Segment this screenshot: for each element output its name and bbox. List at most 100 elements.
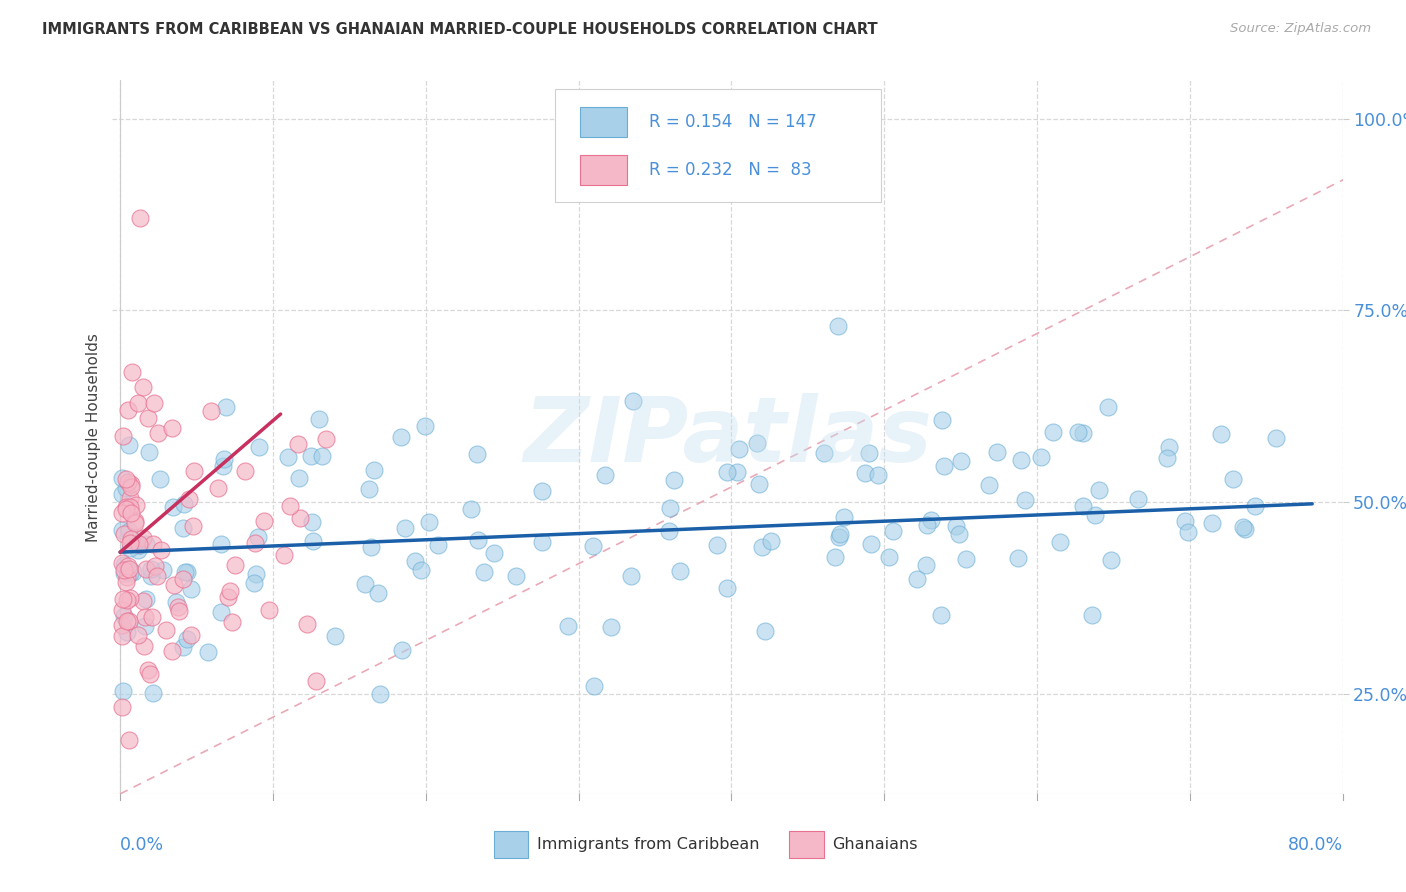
Y-axis label: Married-couple Households: Married-couple Households — [86, 333, 101, 541]
Point — [394, 521, 416, 535]
Point — [824, 549, 846, 564]
Point — [1010, 452, 1032, 467]
Point — [460, 502, 482, 516]
Point — [287, 437, 309, 451]
Point — [142, 536, 165, 550]
Point — [111, 700, 134, 714]
Point — [132, 531, 155, 545]
Point — [308, 411, 330, 425]
Point — [112, 609, 135, 624]
Point — [1177, 525, 1199, 540]
Point — [882, 524, 904, 538]
Point — [212, 452, 235, 467]
Point — [115, 502, 138, 516]
Point — [111, 486, 134, 500]
Point — [761, 534, 783, 549]
Point — [1222, 471, 1244, 485]
Point — [135, 591, 157, 606]
Point — [212, 459, 235, 474]
Point — [827, 318, 849, 333]
Point — [658, 501, 681, 516]
Point — [505, 569, 527, 583]
Point — [828, 530, 851, 544]
Point — [467, 533, 489, 548]
Point — [311, 449, 333, 463]
Point — [716, 581, 738, 595]
Point — [172, 640, 194, 655]
Point — [209, 537, 232, 551]
Point — [668, 565, 690, 579]
Point — [1067, 425, 1090, 440]
Point — [243, 535, 266, 549]
Point — [273, 548, 295, 562]
Point — [112, 558, 135, 572]
Point — [163, 578, 186, 592]
Point — [111, 471, 134, 485]
Point — [600, 620, 623, 634]
Point — [409, 564, 432, 578]
Point — [482, 546, 505, 560]
Point — [127, 395, 149, 409]
Point — [115, 592, 138, 607]
Point — [179, 491, 201, 506]
Point — [728, 442, 751, 457]
Point — [217, 590, 239, 604]
Point — [172, 521, 194, 535]
Point — [1031, 450, 1053, 464]
Point — [253, 514, 276, 528]
Point — [136, 663, 159, 677]
Point — [125, 498, 148, 512]
Point — [181, 519, 204, 533]
Point — [249, 440, 271, 454]
Point — [118, 614, 141, 628]
Point — [135, 536, 157, 550]
Point — [813, 446, 835, 460]
Point — [165, 595, 187, 609]
Point — [832, 510, 855, 524]
Point — [243, 576, 266, 591]
Point — [1084, 508, 1107, 523]
Point — [111, 591, 134, 606]
Point — [859, 537, 882, 551]
Point — [111, 556, 134, 570]
Point — [120, 476, 142, 491]
Point — [115, 615, 138, 629]
Point — [118, 438, 141, 452]
Point — [716, 465, 738, 479]
Point — [224, 558, 246, 572]
Point — [582, 680, 605, 694]
Point — [120, 533, 142, 547]
Point — [404, 554, 426, 568]
Point — [363, 463, 385, 477]
Point — [114, 472, 136, 486]
Point — [160, 421, 183, 435]
Text: Source: ZipAtlas.com: Source: ZipAtlas.com — [1230, 22, 1371, 36]
Point — [172, 572, 194, 586]
Point — [360, 540, 382, 554]
Point — [955, 551, 977, 566]
Point — [142, 686, 165, 700]
Point — [215, 401, 238, 415]
Point — [120, 506, 142, 520]
Point — [1211, 426, 1233, 441]
Point — [124, 516, 146, 530]
Point — [1159, 440, 1181, 454]
Point — [853, 467, 876, 481]
Point — [115, 574, 138, 589]
Point — [120, 535, 142, 549]
Point — [173, 565, 195, 579]
Point — [118, 491, 141, 506]
Point — [368, 687, 391, 701]
Point — [180, 628, 202, 642]
Point — [557, 619, 579, 633]
Point — [117, 403, 139, 417]
Point — [233, 464, 256, 478]
Point — [1088, 483, 1111, 498]
Point — [111, 524, 134, 538]
Point — [143, 558, 166, 573]
Point — [413, 418, 436, 433]
Point — [128, 538, 150, 552]
Point — [128, 537, 150, 551]
Point — [1071, 500, 1094, 514]
Point — [120, 591, 142, 605]
